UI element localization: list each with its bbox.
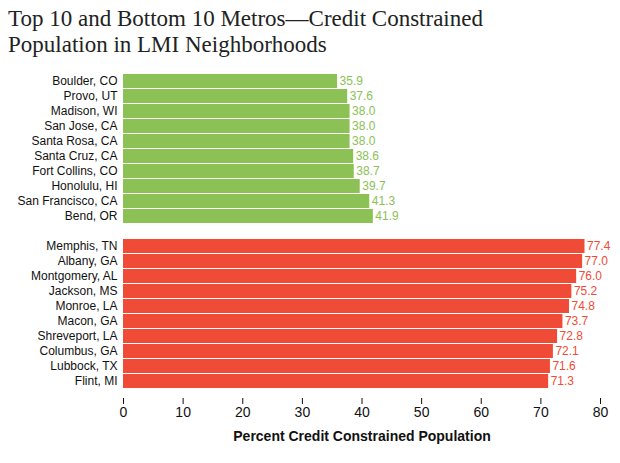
svg-text:80: 80 xyxy=(593,404,609,420)
svg-text:Memphis, TN: Memphis, TN xyxy=(46,239,117,253)
svg-text:72.1: 72.1 xyxy=(555,344,579,358)
svg-text:Madison, WI: Madison, WI xyxy=(51,104,118,118)
svg-text:75.2: 75.2 xyxy=(574,284,598,298)
svg-text:77.4: 77.4 xyxy=(587,239,611,253)
svg-text:72.8: 72.8 xyxy=(560,329,584,343)
html-text:Top 10 and Bottom 10 Metros—Cr: Top 10 and Bottom 10 Metros—Credit Const… xyxy=(8,6,483,57)
svg-text:10: 10 xyxy=(175,404,191,420)
svg-text:Albany, GA: Albany, GA xyxy=(58,254,118,268)
svg-text:38.0: 38.0 xyxy=(352,104,376,118)
svg-text:35.9: 35.9 xyxy=(340,74,364,88)
svg-text:39.7: 39.7 xyxy=(362,179,386,193)
svg-text:38.0: 38.0 xyxy=(352,119,376,133)
svg-text:Bend, OR: Bend, OR xyxy=(65,209,118,223)
svg-text:70: 70 xyxy=(533,404,549,420)
svg-text:Flint, MI: Flint, MI xyxy=(75,374,118,388)
svg-text:Macon, GA: Macon, GA xyxy=(57,314,117,328)
svg-text:37.6: 37.6 xyxy=(350,89,374,103)
svg-text:0: 0 xyxy=(120,404,128,420)
svg-text:Monroe, LA: Monroe, LA xyxy=(55,299,117,313)
svg-text:38.0: 38.0 xyxy=(352,134,376,148)
svg-text:Boulder, CO: Boulder, CO xyxy=(52,74,117,88)
svg-text:Lubbock, TX: Lubbock, TX xyxy=(50,359,117,373)
svg-text:38.6: 38.6 xyxy=(356,149,380,163)
svg-text:77.0: 77.0 xyxy=(585,254,609,268)
svg-text:Percent Credit Constrained Pop: Percent Credit Constrained Population xyxy=(233,428,490,444)
svg-text:71.6: 71.6 xyxy=(552,359,576,373)
svg-text:30: 30 xyxy=(295,404,311,420)
svg-text:Montgomery, AL: Montgomery, AL xyxy=(31,269,118,283)
svg-text:71.3: 71.3 xyxy=(551,374,575,388)
svg-text:Santa Cruz, CA: Santa Cruz, CA xyxy=(34,149,117,163)
svg-text:20: 20 xyxy=(235,404,251,420)
svg-text:Santa Rosa, CA: Santa Rosa, CA xyxy=(31,134,117,148)
svg-text:Shreveport, LA: Shreveport, LA xyxy=(37,329,117,343)
svg-text:41.9: 41.9 xyxy=(375,209,399,223)
svg-text:50: 50 xyxy=(414,404,430,420)
svg-text:60: 60 xyxy=(473,404,489,420)
svg-text:Fort Collins, CO: Fort Collins, CO xyxy=(32,164,117,178)
svg-text:Columbus, GA: Columbus, GA xyxy=(39,344,117,358)
svg-text:38.7: 38.7 xyxy=(356,164,380,178)
svg-text:Jackson, MS: Jackson, MS xyxy=(49,284,118,298)
svg-text:San Jose, CA: San Jose, CA xyxy=(44,119,117,133)
svg-text:Provo, UT: Provo, UT xyxy=(63,89,118,103)
svg-text:41.3: 41.3 xyxy=(372,194,396,208)
svg-text:74.8: 74.8 xyxy=(571,299,595,313)
svg-text:40: 40 xyxy=(354,404,370,420)
svg-text:76.0: 76.0 xyxy=(579,269,603,283)
svg-text:Honolulu, HI: Honolulu, HI xyxy=(51,179,117,193)
svg-text:73.7: 73.7 xyxy=(565,314,589,328)
svg-text:San Francisco, CA: San Francisco, CA xyxy=(17,194,117,208)
